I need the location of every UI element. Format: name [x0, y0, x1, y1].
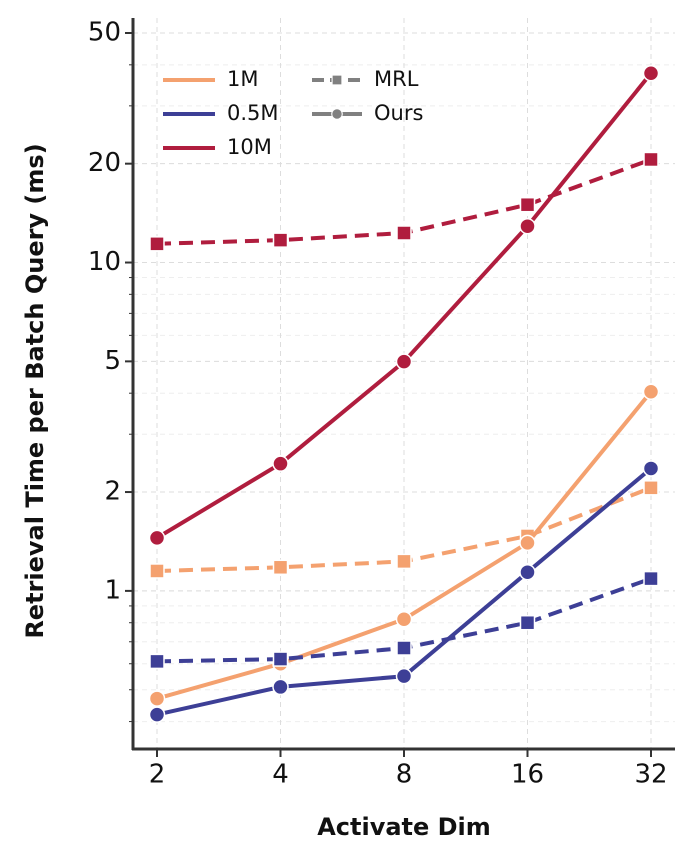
marker: [519, 196, 536, 213]
legend-label: MRL: [374, 67, 419, 91]
marker: [396, 640, 412, 656]
x-tick-label: 4: [272, 760, 289, 790]
x-tick-label: 8: [396, 760, 413, 790]
marker: [643, 480, 659, 496]
marker: [395, 353, 413, 370]
y-tick-label: 5: [104, 346, 121, 376]
marker: [643, 570, 659, 587]
marker: [149, 653, 165, 670]
marker: [272, 651, 289, 667]
marker: [395, 610, 413, 628]
marker: [272, 455, 289, 472]
marker: [396, 553, 412, 570]
marker: [148, 706, 166, 723]
marker: [149, 236, 165, 252]
marker: [148, 529, 166, 547]
y-tick-label: 20: [88, 148, 121, 178]
y-axis-label: Retrieval Time per Batch Query (ms): [21, 143, 49, 638]
x-axis-label: Activate Dim: [317, 813, 491, 841]
marker: [272, 559, 289, 576]
y-tick-label: 1: [104, 575, 121, 605]
y-tick-label: 50: [88, 18, 121, 48]
x-tick-label: 32: [634, 760, 667, 790]
y-tick-label: 10: [88, 247, 121, 277]
legend-marker: [331, 108, 343, 120]
marker: [395, 667, 413, 685]
marker: [519, 217, 536, 235]
marker: [519, 534, 536, 552]
marker: [643, 151, 659, 168]
legend-label: 0.5M: [227, 101, 279, 125]
marker: [149, 563, 165, 579]
marker: [642, 65, 660, 82]
marker: [519, 614, 536, 631]
x-tick-label: 2: [149, 760, 166, 790]
legend-label: 10M: [227, 135, 272, 159]
marker: [519, 563, 536, 581]
x-tick-label: 16: [511, 760, 544, 790]
legend-label: Ours: [374, 101, 423, 125]
legend-marker: [331, 74, 343, 86]
marker: [396, 225, 412, 241]
y-tick-label: 2: [104, 477, 121, 507]
marker: [642, 460, 660, 477]
legend-label: 1M: [227, 67, 258, 91]
marker: [148, 690, 166, 707]
marker: [642, 383, 660, 401]
marker: [272, 232, 289, 248]
marker: [272, 678, 289, 696]
